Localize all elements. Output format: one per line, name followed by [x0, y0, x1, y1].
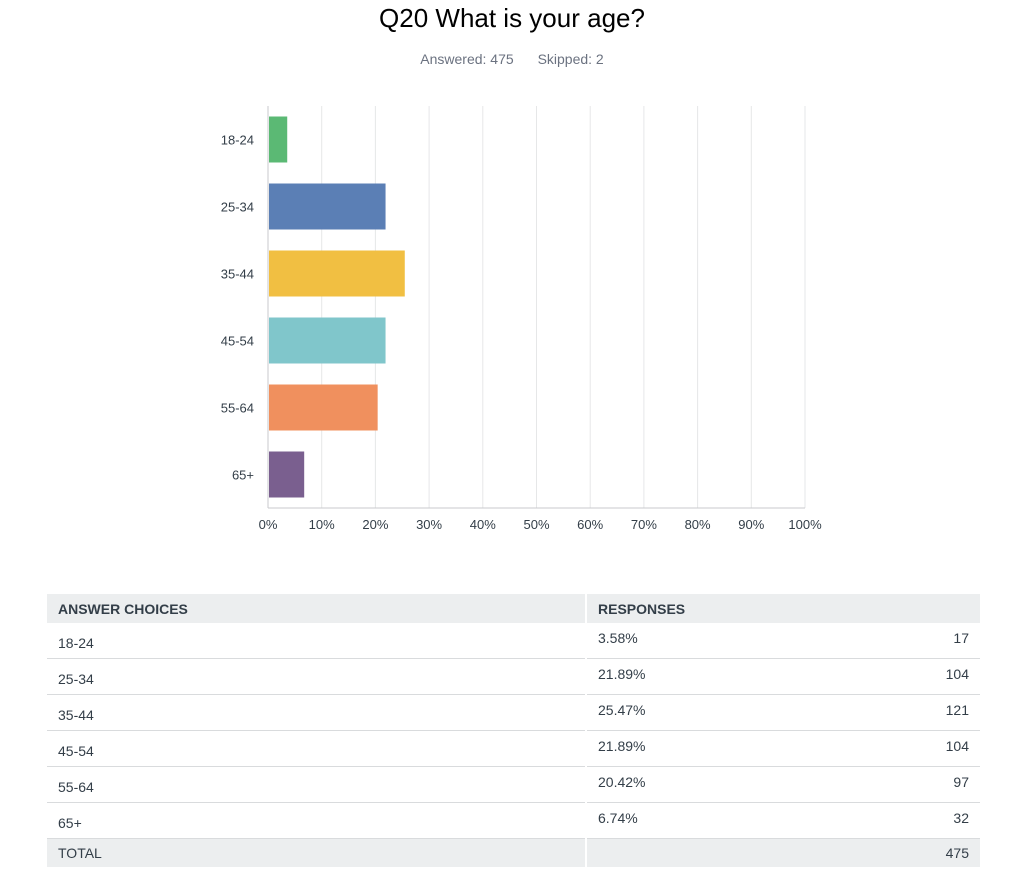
table-row: 35-44 25.47% 121: [47, 694, 980, 731]
table-row: 65+ 6.74% 32: [47, 802, 980, 839]
table-row: 18-24 3.58% 17: [47, 623, 980, 659]
response-count: 121: [849, 694, 980, 731]
total-label: TOTAL: [47, 838, 586, 867]
bar-55-64[interactable]: [269, 384, 378, 431]
x-tick-label: 80%: [685, 517, 711, 532]
response-summary: Answered: 475 Skipped: 2: [0, 50, 1024, 68]
x-tick-label: 10%: [309, 517, 335, 532]
bar-65+[interactable]: [269, 451, 305, 498]
response-count: 104: [849, 730, 980, 767]
answer-choice: 55-64: [47, 766, 586, 803]
x-tick-label: 90%: [738, 517, 764, 532]
answer-choice: 18-24: [47, 623, 586, 659]
header-responses: RESPONSES: [585, 594, 980, 623]
table-row: 55-64 20.42% 97: [47, 766, 980, 803]
total-count: 475: [849, 838, 980, 867]
response-count: 104: [849, 658, 980, 695]
response-count: 97: [849, 766, 980, 803]
category-label: 35-44: [221, 267, 254, 282]
header-answer-choices: ANSWER CHOICES: [47, 594, 586, 623]
response-count: 17: [849, 623, 980, 659]
response-percent: 20.42%: [585, 766, 849, 803]
table-row: 25-34 21.89% 104: [47, 658, 980, 695]
x-tick-label: 70%: [631, 517, 657, 532]
x-tick-label: 100%: [788, 517, 822, 532]
answer-choice: 65+: [47, 802, 586, 839]
answered-count: Answered: 475: [420, 51, 514, 67]
response-count: 32: [849, 802, 980, 839]
question-title: Q20 What is your age?: [379, 3, 645, 33]
answer-choice: 25-34: [47, 658, 586, 695]
x-tick-label: 60%: [577, 517, 603, 532]
responses-table: ANSWER CHOICES RESPONSES 18-24 3.58% 17 25-…: [47, 594, 980, 867]
x-tick-label: 0%: [259, 517, 278, 532]
category-label: 18-24: [221, 133, 254, 148]
total-row: TOTAL 475: [47, 838, 980, 867]
skipped-count: Skipped: 2: [537, 51, 604, 67]
bar-45-54[interactable]: [269, 317, 386, 364]
category-label: 45-54: [221, 334, 254, 349]
bar-18-24[interactable]: [269, 116, 288, 163]
response-percent: 21.89%: [585, 730, 849, 767]
x-tick-label: 50%: [523, 517, 549, 532]
x-tick-label: 30%: [416, 517, 442, 532]
response-percent: 6.74%: [585, 802, 849, 839]
answer-choice: 35-44: [47, 694, 586, 731]
response-percent: 3.58%: [585, 623, 849, 659]
table-row: 45-54 21.89% 104: [47, 730, 980, 767]
bar-chart: 0% 10% 20% 30% 40% 50% 60% 70% 80% 90% 100% 18-24 25…: [221, 106, 822, 532]
total-spacer: [585, 838, 849, 867]
category-label: 25-34: [221, 200, 254, 215]
response-percent: 25.47%: [585, 694, 849, 731]
response-percent: 21.89%: [585, 658, 849, 695]
category-label: 65+: [232, 468, 254, 483]
category-label: 55-64: [221, 401, 254, 416]
x-tick-label: 20%: [362, 517, 388, 532]
answer-choice: 45-54: [47, 730, 586, 767]
bar-35-44[interactable]: [269, 250, 405, 297]
x-tick-label: 40%: [470, 517, 496, 532]
bar-25-34[interactable]: [269, 183, 386, 230]
